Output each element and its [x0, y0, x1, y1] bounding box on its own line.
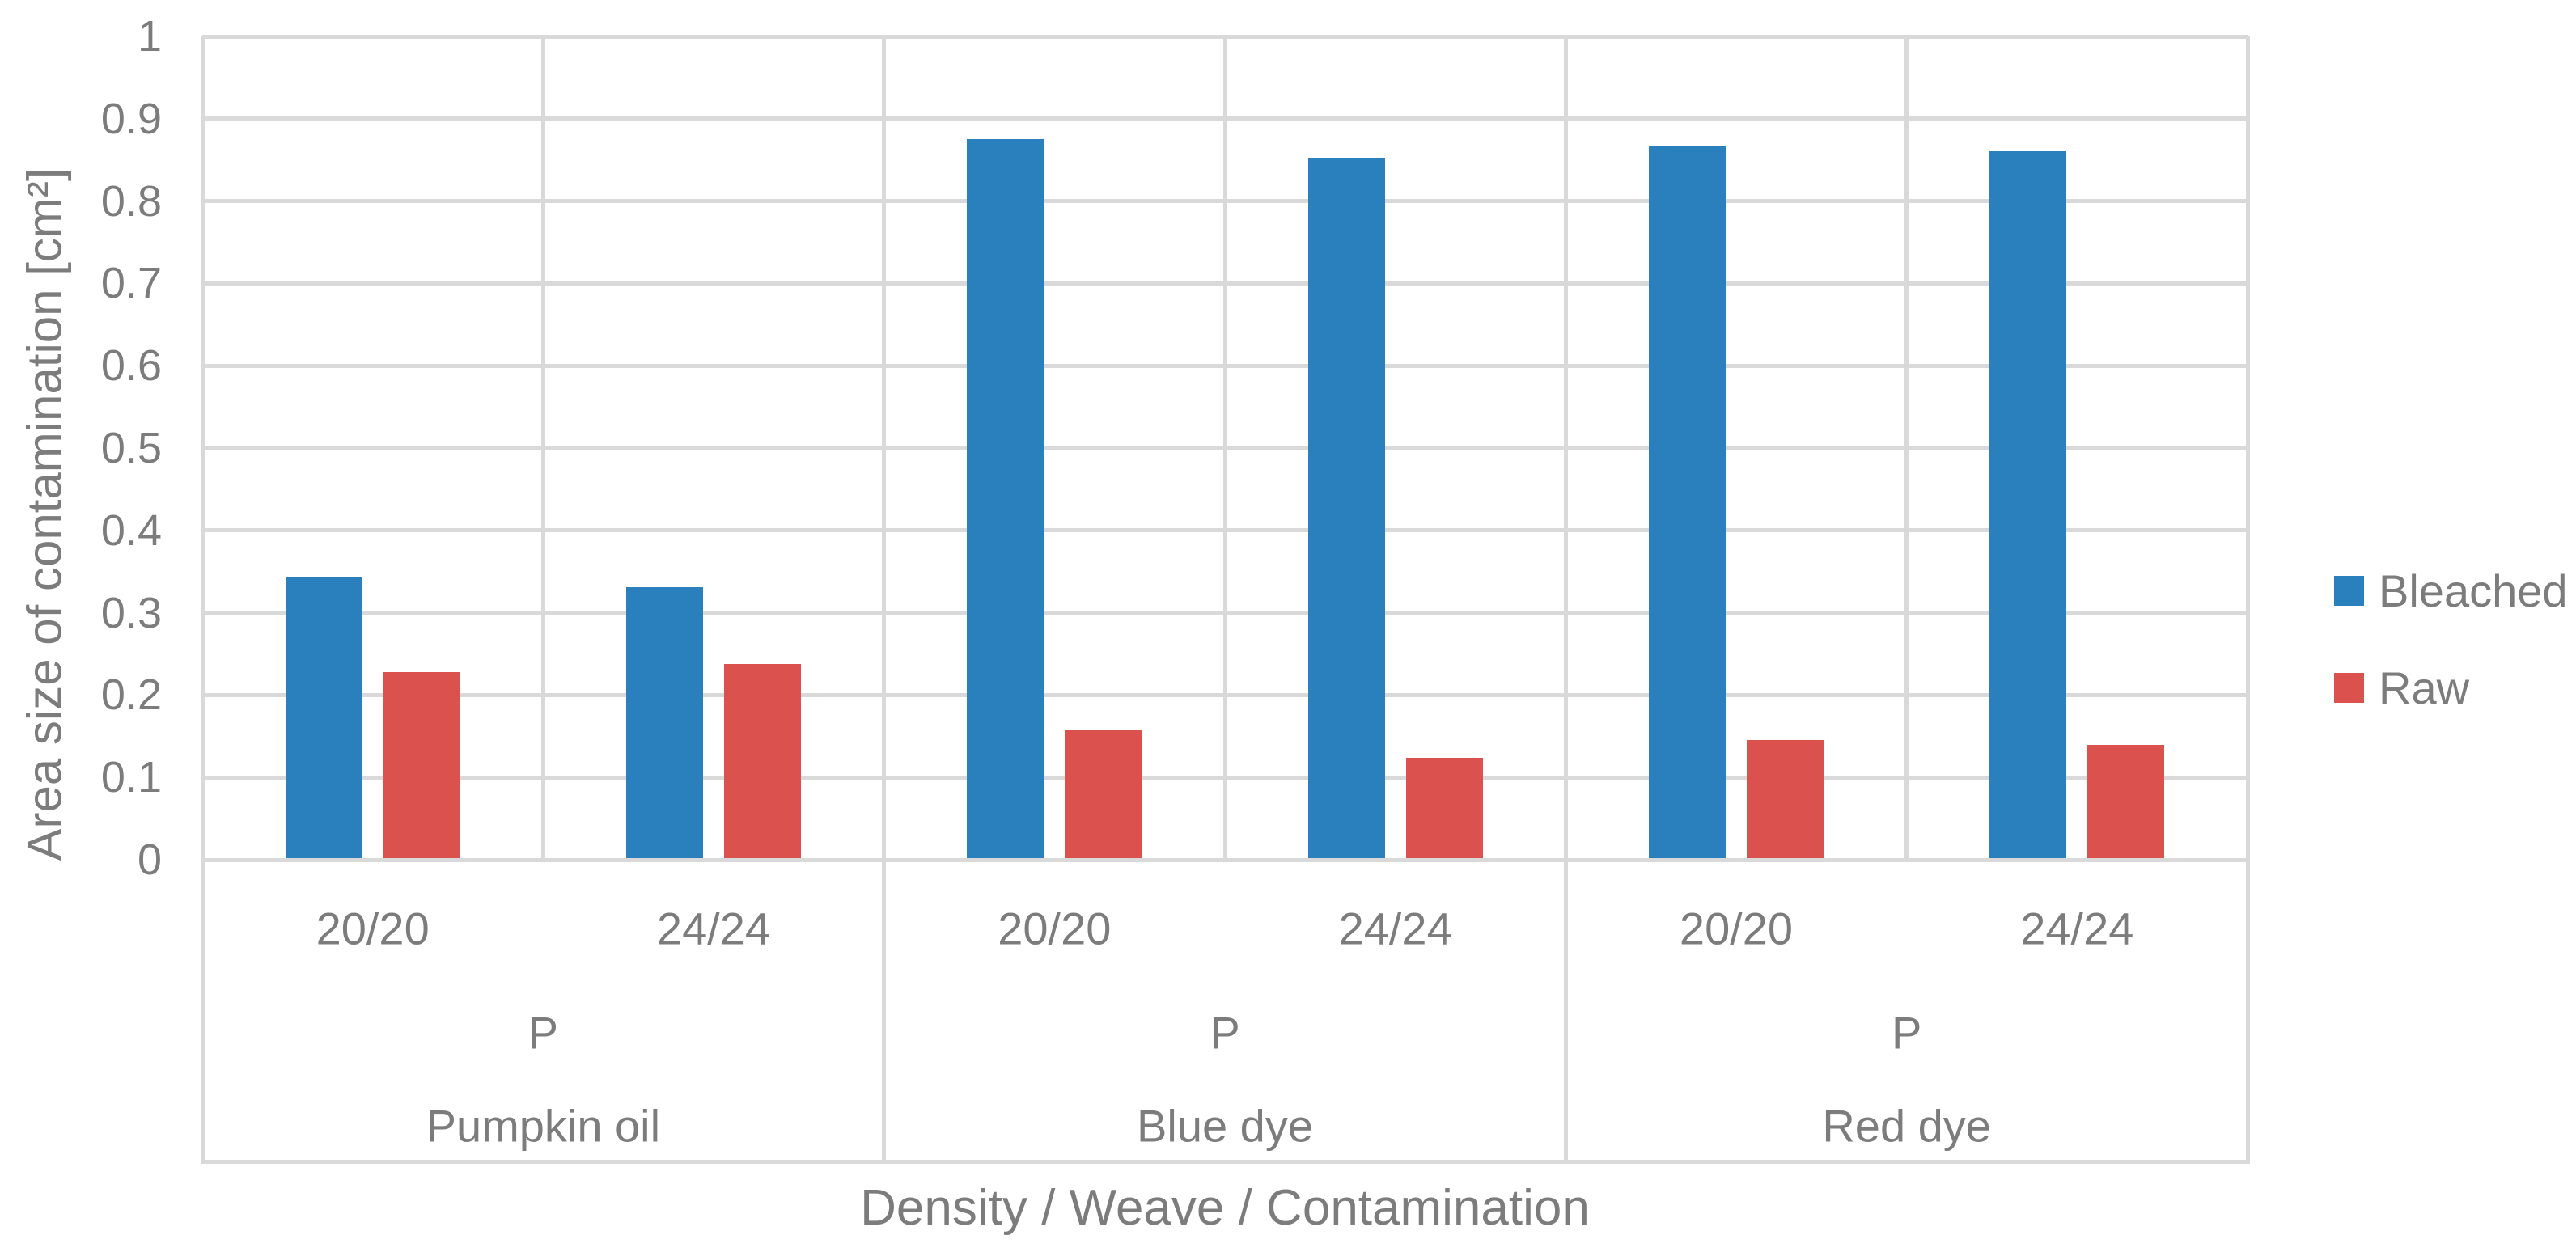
gridline-y-0: [202, 857, 2248, 862]
legend-item-raw: Raw: [2334, 658, 2568, 717]
y-tick-label: 0.9: [100, 94, 162, 143]
bar-raw-0: [383, 672, 460, 860]
y-tick-label: 1: [137, 12, 162, 61]
bar-raw-5: [2087, 745, 2165, 860]
gridline-x-3: [1222, 36, 1227, 860]
x-label-density: 20/20: [316, 903, 430, 954]
legend-label-raw: Raw: [2379, 662, 2470, 713]
y-tick-label: 0.1: [100, 753, 162, 802]
y-tick-label: 0.5: [100, 424, 162, 472]
bar-raw-4: [1747, 740, 1824, 860]
bar-bleached-1: [626, 587, 703, 860]
bar-bleached-4: [1649, 146, 1726, 860]
x-label-density: 24/24: [656, 903, 771, 954]
x-label-weave: P: [1210, 1007, 1240, 1059]
gridline-x-2: [882, 36, 887, 860]
x-label-contamination: Pumpkin oil: [426, 1100, 661, 1152]
y-axis-title: Area size of contamination [cm²]: [17, 167, 72, 861]
x-label-density: 24/24: [2020, 903, 2134, 954]
category-group-separator-1: [882, 860, 887, 1161]
y-tick-label: 0.7: [100, 259, 162, 308]
bar-bleached-0: [285, 577, 362, 860]
legend-marker-raw: [2334, 672, 2364, 703]
legend-marker-bleached: [2334, 575, 2364, 606]
x-label-contamination: Blue dye: [1137, 1100, 1313, 1152]
bar-bleached-3: [1307, 158, 1385, 860]
y-tick-label: 0: [137, 835, 162, 884]
y-tick-label: 0.6: [100, 341, 162, 391]
x-label-density: 24/24: [1338, 903, 1452, 954]
bar-bleached-2: [967, 139, 1044, 860]
category-table-bottom-border: [200, 1159, 2250, 1164]
category-group-separator-3: [2245, 860, 2250, 1161]
legend: Bleached Raw: [2334, 561, 2568, 717]
category-group-separator-0: [200, 860, 205, 1161]
legend-label-bleached: Bleached: [2379, 565, 2568, 616]
gridline-x-5: [1904, 36, 1909, 860]
bar-raw-2: [1065, 730, 1142, 860]
y-tick-label: 0.4: [100, 505, 162, 555]
bar-raw-1: [724, 664, 801, 860]
gridline-x-4: [1563, 36, 1568, 860]
x-label-weave: P: [1891, 1007, 1922, 1059]
bar-bleached-5: [1989, 151, 2067, 860]
x-label-density: 20/20: [1679, 903, 1794, 954]
legend-item-bleached: Bleached: [2334, 561, 2568, 620]
y-tick-label: 0.8: [100, 176, 162, 226]
gridline-x-6: [2245, 36, 2250, 860]
gridline-x-0: [200, 36, 205, 860]
y-tick-label: 0.2: [100, 670, 162, 720]
gridline-x-1: [540, 36, 545, 860]
y-tick-label: 0.3: [100, 588, 162, 637]
category-group-separator-2: [1563, 860, 1568, 1161]
x-label-density: 20/20: [998, 903, 1112, 954]
x-label-contamination: Red dye: [1822, 1100, 1991, 1152]
bar-raw-3: [1405, 758, 1483, 860]
x-label-weave: P: [527, 1007, 559, 1059]
x-axis-title: Density / Weave / Contamination: [860, 1180, 1590, 1236]
